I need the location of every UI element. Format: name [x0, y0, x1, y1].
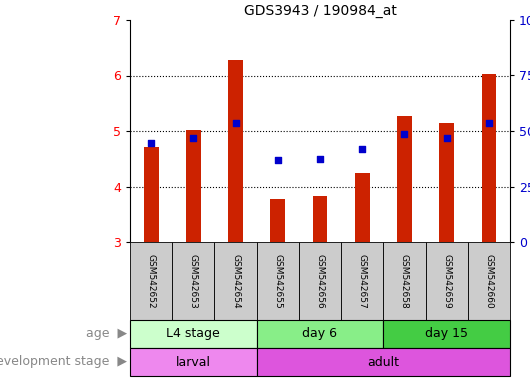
- Bar: [144, 147, 158, 242]
- FancyBboxPatch shape: [257, 242, 299, 320]
- FancyBboxPatch shape: [383, 242, 426, 320]
- Bar: [397, 116, 412, 242]
- Text: day 6: day 6: [303, 328, 338, 341]
- Text: day 15: day 15: [425, 328, 468, 341]
- FancyBboxPatch shape: [130, 320, 257, 348]
- Point: [189, 134, 198, 141]
- Text: age  ▶: age ▶: [86, 328, 127, 341]
- FancyBboxPatch shape: [257, 348, 510, 376]
- Bar: [481, 74, 496, 242]
- Text: larval: larval: [176, 356, 211, 369]
- Bar: [228, 60, 243, 242]
- Point: [147, 140, 155, 146]
- Title: GDS3943 / 190984_at: GDS3943 / 190984_at: [244, 3, 396, 18]
- Bar: [313, 197, 328, 242]
- Text: GSM542660: GSM542660: [484, 253, 493, 308]
- Bar: [186, 130, 201, 242]
- Point: [358, 146, 366, 152]
- Text: development stage  ▶: development stage ▶: [0, 356, 127, 369]
- FancyBboxPatch shape: [383, 320, 510, 348]
- Bar: [439, 122, 454, 242]
- Point: [400, 131, 409, 137]
- Text: GSM542658: GSM542658: [400, 253, 409, 308]
- FancyBboxPatch shape: [130, 242, 172, 320]
- Text: GSM542659: GSM542659: [442, 253, 451, 308]
- FancyBboxPatch shape: [130, 348, 257, 376]
- Text: GSM542653: GSM542653: [189, 253, 198, 308]
- FancyBboxPatch shape: [299, 242, 341, 320]
- Point: [231, 119, 240, 126]
- Point: [443, 134, 451, 141]
- FancyBboxPatch shape: [257, 320, 383, 348]
- Point: [484, 119, 493, 126]
- FancyBboxPatch shape: [468, 242, 510, 320]
- Text: GSM542656: GSM542656: [315, 253, 324, 308]
- Point: [316, 156, 324, 162]
- Point: [273, 157, 282, 163]
- Text: adult: adult: [367, 356, 399, 369]
- FancyBboxPatch shape: [341, 242, 383, 320]
- Text: L4 stage: L4 stage: [166, 328, 220, 341]
- Text: GSM542652: GSM542652: [147, 254, 156, 308]
- FancyBboxPatch shape: [172, 242, 215, 320]
- Bar: [355, 173, 369, 242]
- FancyBboxPatch shape: [215, 242, 257, 320]
- Bar: [270, 199, 285, 242]
- FancyBboxPatch shape: [426, 242, 468, 320]
- Text: GSM542657: GSM542657: [358, 253, 367, 308]
- Text: GSM542654: GSM542654: [231, 254, 240, 308]
- Text: GSM542655: GSM542655: [273, 253, 282, 308]
